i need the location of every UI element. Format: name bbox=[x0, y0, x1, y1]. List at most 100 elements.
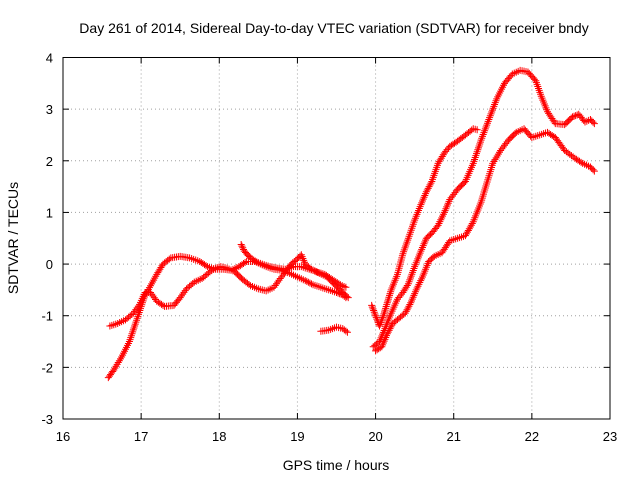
data-point bbox=[270, 283, 278, 291]
x-tick-label: 23 bbox=[603, 429, 617, 444]
data-point bbox=[179, 290, 187, 298]
data-point bbox=[423, 186, 431, 194]
data-point bbox=[377, 319, 385, 327]
data-point bbox=[333, 288, 340, 296]
data-point bbox=[372, 313, 380, 321]
series-track-2 bbox=[106, 251, 352, 330]
data-point bbox=[375, 322, 383, 330]
data-point bbox=[403, 306, 411, 314]
data-point bbox=[274, 278, 282, 286]
data-point bbox=[404, 304, 412, 312]
data-point bbox=[403, 281, 411, 289]
data-point bbox=[150, 294, 158, 302]
y-tick-label: 1 bbox=[46, 205, 53, 220]
data-point bbox=[131, 307, 139, 315]
y-tick-label: 4 bbox=[46, 51, 53, 66]
y-tick-label: -3 bbox=[41, 412, 53, 427]
data-point bbox=[400, 287, 408, 295]
x-tick-label: 18 bbox=[212, 429, 226, 444]
data-point bbox=[468, 219, 476, 227]
x-tick-label: 16 bbox=[56, 429, 70, 444]
data-point bbox=[202, 262, 210, 270]
data-point bbox=[311, 267, 319, 275]
x-tick-label: 20 bbox=[368, 429, 382, 444]
data-point bbox=[180, 288, 188, 296]
data-point bbox=[406, 301, 414, 309]
chart-title: Day 261 of 2014, Sidereal Day-to-day VTE… bbox=[79, 20, 588, 36]
data-points bbox=[104, 66, 598, 382]
y-tick-label: 3 bbox=[46, 102, 53, 117]
data-point bbox=[370, 308, 378, 316]
data-point bbox=[386, 290, 394, 298]
data-point bbox=[379, 313, 387, 321]
data-point bbox=[307, 280, 315, 288]
data-point bbox=[148, 290, 156, 298]
y-axis-label: SDTVAR / TECUs bbox=[5, 182, 21, 294]
series-track-7 bbox=[372, 125, 598, 355]
data-point bbox=[581, 118, 589, 126]
data-point bbox=[253, 258, 261, 266]
data-point bbox=[402, 307, 410, 315]
data-point bbox=[189, 279, 197, 287]
data-point bbox=[386, 291, 394, 299]
data-point bbox=[213, 264, 221, 272]
data-point bbox=[590, 120, 598, 128]
data-point bbox=[210, 265, 218, 273]
data-point bbox=[149, 292, 157, 300]
data-point bbox=[376, 320, 384, 328]
data-point bbox=[402, 283, 410, 291]
y-tick-label: -2 bbox=[41, 360, 53, 375]
data-point bbox=[473, 126, 481, 134]
data-point bbox=[338, 282, 346, 290]
data-point bbox=[405, 302, 413, 310]
data-point bbox=[401, 309, 409, 317]
data-point bbox=[585, 116, 593, 124]
data-point bbox=[241, 259, 249, 267]
data-point bbox=[159, 301, 167, 309]
data-point bbox=[560, 145, 568, 153]
data-point bbox=[132, 306, 140, 314]
data-point bbox=[177, 292, 185, 300]
y-tick-label: -1 bbox=[41, 309, 53, 324]
data-point bbox=[342, 327, 350, 335]
data-point bbox=[372, 312, 380, 320]
data-point bbox=[426, 181, 434, 189]
data-point bbox=[237, 240, 245, 248]
data-point bbox=[401, 285, 409, 293]
data-point bbox=[424, 184, 432, 192]
data-point bbox=[336, 290, 344, 298]
data-point bbox=[380, 310, 388, 318]
data-point bbox=[147, 288, 155, 296]
x-tick-label: 17 bbox=[134, 429, 148, 444]
data-point bbox=[577, 158, 585, 166]
data-point bbox=[301, 277, 309, 285]
data-point bbox=[272, 280, 280, 288]
data-point bbox=[271, 282, 279, 290]
data-point bbox=[208, 267, 216, 275]
data-point bbox=[383, 330, 391, 338]
data-point bbox=[133, 304, 141, 312]
data-point bbox=[312, 268, 320, 276]
data-point bbox=[425, 183, 433, 191]
data-point bbox=[129, 309, 137, 317]
data-point bbox=[589, 118, 597, 126]
x-tick-label: 22 bbox=[525, 429, 539, 444]
data-point bbox=[176, 294, 184, 302]
plot-frame bbox=[62, 57, 611, 420]
data-point bbox=[340, 282, 348, 290]
data-point bbox=[381, 308, 389, 316]
data-point bbox=[134, 302, 142, 310]
data-point bbox=[570, 112, 578, 120]
grid-lines bbox=[63, 57, 610, 419]
data-point bbox=[382, 302, 390, 310]
data-point bbox=[386, 325, 394, 333]
data-point bbox=[568, 113, 576, 121]
series-track-6 bbox=[369, 66, 598, 351]
data-point bbox=[211, 264, 219, 272]
data-point bbox=[303, 277, 311, 285]
data-point bbox=[368, 303, 376, 311]
y-tick-label: 0 bbox=[46, 257, 53, 272]
data-point bbox=[239, 244, 247, 252]
data-point bbox=[387, 323, 395, 331]
data-point bbox=[378, 315, 386, 323]
